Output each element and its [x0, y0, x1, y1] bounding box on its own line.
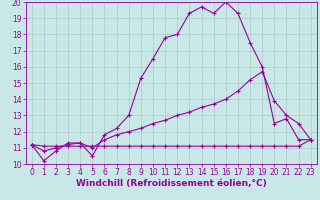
X-axis label: Windchill (Refroidissement éolien,°C): Windchill (Refroidissement éolien,°C) — [76, 179, 267, 188]
